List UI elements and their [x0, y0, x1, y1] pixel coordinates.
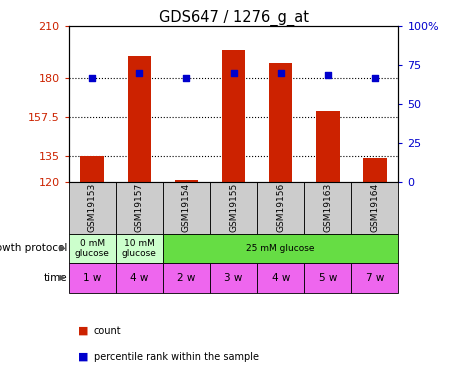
Bar [210, 182, 257, 234]
Bar [316, 111, 339, 182]
Bar [304, 263, 351, 292]
Bar [81, 156, 104, 182]
Text: GSM19157: GSM19157 [135, 183, 144, 232]
Bar [128, 56, 151, 182]
Bar [116, 182, 163, 234]
Bar [269, 63, 293, 182]
Text: GSM19154: GSM19154 [182, 183, 191, 232]
Bar [69, 182, 116, 234]
Bar [210, 263, 257, 292]
Text: GSM19164: GSM19164 [371, 183, 379, 232]
Bar [116, 263, 163, 292]
Bar [304, 182, 351, 234]
Point [371, 75, 379, 81]
Bar [116, 234, 163, 263]
Bar [163, 263, 210, 292]
Text: GSM19155: GSM19155 [229, 183, 238, 232]
Text: count: count [94, 326, 121, 336]
Text: growth protocol: growth protocol [0, 243, 68, 254]
Text: ■: ■ [78, 352, 88, 362]
Point [230, 70, 237, 76]
Text: ■: ■ [78, 326, 88, 336]
Text: 2 w: 2 w [177, 273, 196, 283]
Text: GSM19153: GSM19153 [88, 183, 97, 232]
Text: GSM19163: GSM19163 [323, 183, 333, 232]
Bar [69, 234, 116, 263]
Bar [163, 182, 210, 234]
Bar [174, 180, 198, 182]
Text: time: time [44, 273, 68, 283]
Bar [69, 263, 116, 292]
Text: 10 mM
glucose: 10 mM glucose [122, 239, 157, 258]
Text: 3 w: 3 w [224, 273, 243, 283]
Text: 5 w: 5 w [319, 273, 337, 283]
Point [324, 72, 332, 78]
Bar [257, 263, 304, 292]
Point [88, 75, 96, 81]
Bar [351, 263, 398, 292]
Point [183, 75, 190, 81]
Text: 1 w: 1 w [83, 273, 101, 283]
Text: 7 w: 7 w [366, 273, 384, 283]
Bar [257, 182, 304, 234]
Text: percentile rank within the sample: percentile rank within the sample [94, 352, 259, 362]
Bar [363, 158, 387, 182]
Bar [163, 234, 398, 263]
Text: GSM19156: GSM19156 [276, 183, 285, 232]
Text: 25 mM glucose: 25 mM glucose [246, 244, 315, 253]
Point [277, 70, 284, 76]
Bar [222, 51, 245, 182]
Point [136, 70, 143, 76]
Text: 4 w: 4 w [272, 273, 290, 283]
Bar [351, 182, 398, 234]
Title: GDS647 / 1276_g_at: GDS647 / 1276_g_at [158, 10, 309, 26]
Text: 0 mM
glucose: 0 mM glucose [75, 239, 110, 258]
Text: 4 w: 4 w [130, 273, 148, 283]
